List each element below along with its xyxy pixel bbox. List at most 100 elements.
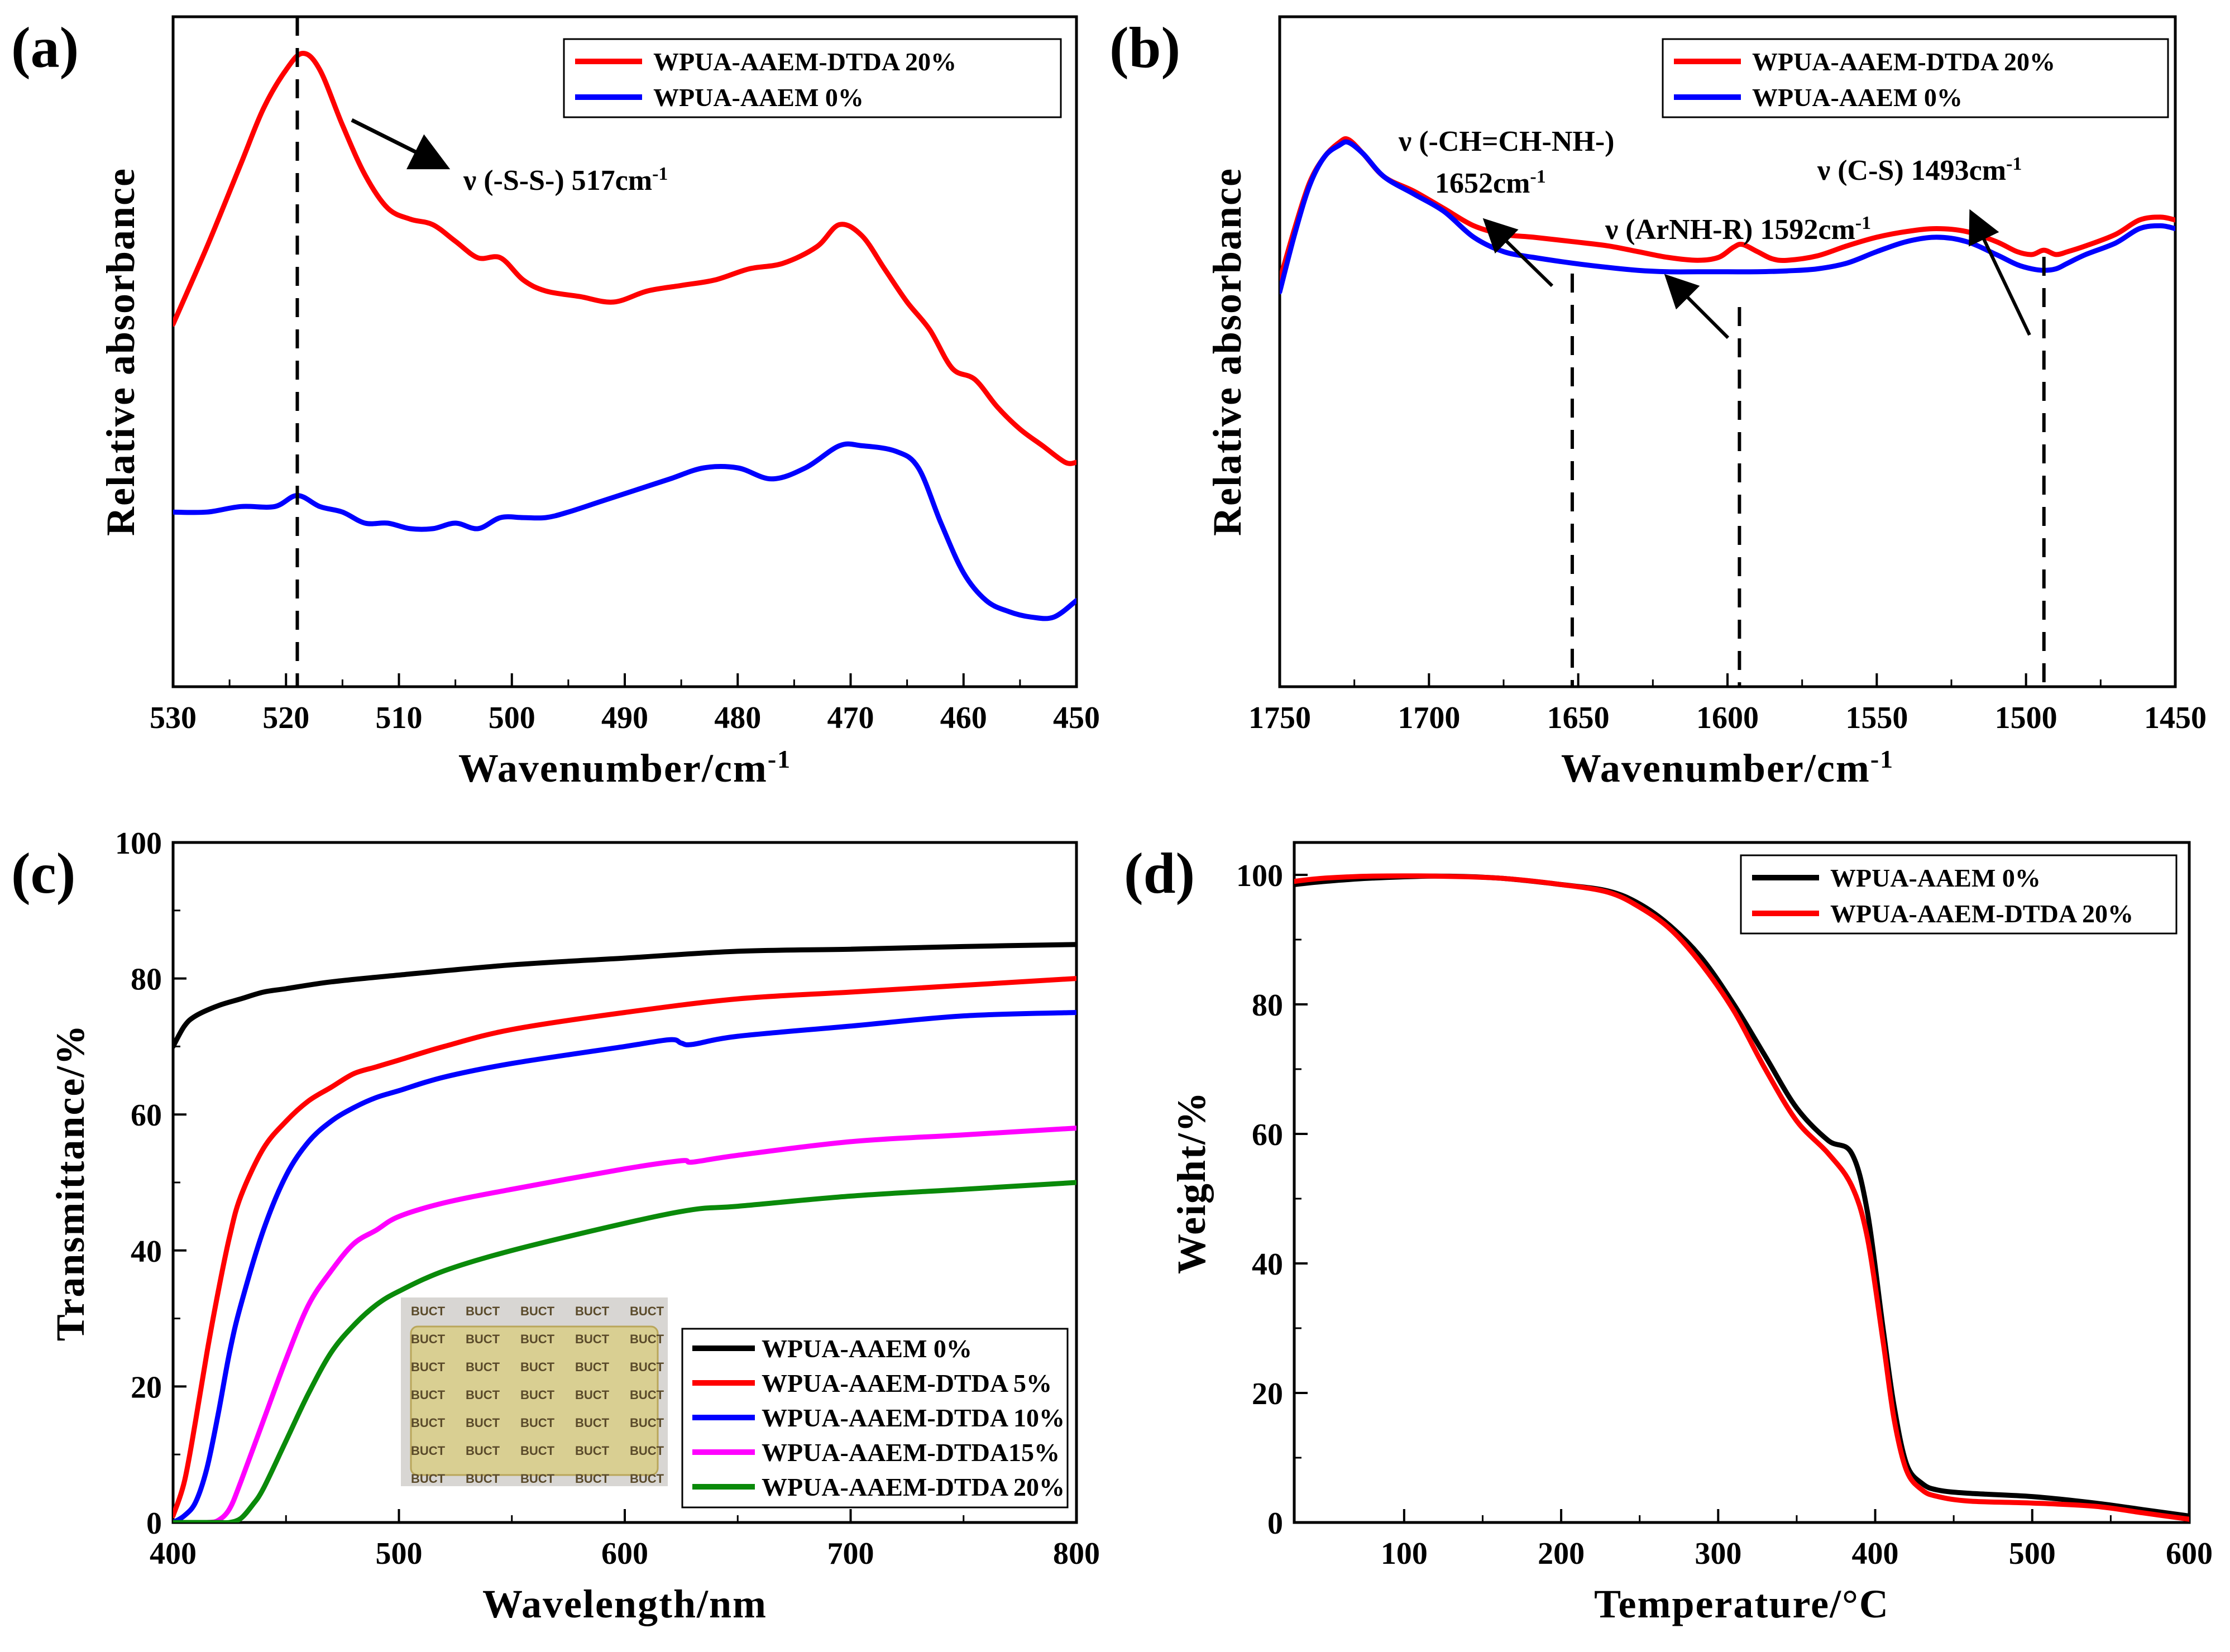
x-axis-label: Temperature/°C <box>1594 1582 1889 1626</box>
photo-watermark-text: BUCT <box>630 1332 664 1346</box>
photo-watermark-text: BUCT <box>575 1332 610 1346</box>
x-tick-label: 700 <box>827 1536 874 1571</box>
series-group <box>173 942 1076 1522</box>
legend-label: WPUA-AAEM-DTDA 10% <box>762 1404 1065 1432</box>
photo-watermark-text: BUCT <box>520 1304 555 1318</box>
y-axis-label: Transmittance/% <box>48 1024 93 1342</box>
annotation-text: ν (-CH=CH-NH-) <box>1398 126 1614 157</box>
x-tick-label: 1650 <box>1547 701 1610 735</box>
panel-c: 400 500 600 700 800 0 20 40 60 80 100 Wavelength/nm… <box>11 826 1100 1626</box>
photo-watermark-text: BUCT <box>520 1416 555 1430</box>
series-line-wpua-aaem-dtda-20- <box>173 51 1076 466</box>
series-line-wpua-aaem-dtda-20- <box>1294 873 2189 1522</box>
panel-label: (b) <box>1109 16 1180 80</box>
x-tick-label: 470 <box>827 701 874 735</box>
y-axis-label: Relative absorbance <box>98 167 143 536</box>
annotation-arrow <box>1482 218 1554 288</box>
panel-label: (a) <box>11 16 79 80</box>
y-tick-label: 40 <box>1252 1247 1283 1282</box>
panel-label: (c) <box>11 841 75 906</box>
x-tick-label: 500 <box>376 1536 423 1571</box>
x-axis-label: Wavenumber/cm-1 <box>1561 745 1894 791</box>
photo-watermark-text: BUCT <box>575 1304 610 1318</box>
legend-label: WPUA-AAEM-DTDA 20% <box>762 1473 1065 1501</box>
x-tick-label: 520 <box>262 701 309 735</box>
y-tick-label: 0 <box>1267 1506 1283 1541</box>
photo-watermark-text: BUCT <box>575 1444 610 1458</box>
series-line-wpua-aaem-dtda-20- <box>1280 136 2175 283</box>
inset-photo: BUCT BUCT BUCT BUCT BUCT BUCT BUCT BUCT BUCT BUCT… <box>401 1297 668 1486</box>
x-tick-label: 450 <box>1053 701 1100 735</box>
series-line-wpua-aaem-dtda-10- <box>173 1010 1076 1522</box>
x-tick-label: 510 <box>376 701 423 735</box>
photo-watermark-text: BUCT <box>575 1472 610 1486</box>
photo-watermark-text: BUCT <box>411 1388 446 1402</box>
y-tick-label: 60 <box>1252 1118 1283 1152</box>
x-axis-label: Wavenumber/cm-1 <box>458 745 791 791</box>
series-line-wpua-aaem-0- <box>1294 873 2189 1519</box>
photo-watermark-text: BUCT <box>630 1444 664 1458</box>
x-tick-label: 530 <box>150 701 197 735</box>
legend-label: WPUA-AAEM-DTDA 20% <box>653 47 956 76</box>
series-group <box>1294 873 2189 1522</box>
photo-watermark-text: BUCT <box>411 1472 446 1486</box>
panel-a: 530 520 510 500 490 480 470 460 450 Wavenumber/cm… <box>11 15 1100 791</box>
x-tick-label: 1500 <box>1995 701 2057 735</box>
photo-watermark-text: BUCT <box>575 1388 610 1402</box>
annotation-arrow <box>1664 274 1730 339</box>
y-tick-label: 40 <box>131 1234 162 1269</box>
x-tick-label: 300 <box>1695 1536 1741 1571</box>
series-group <box>173 51 1076 621</box>
legend-label: WPUA-AAEM 0% <box>762 1334 972 1363</box>
x-tick-label: 500 <box>489 701 535 735</box>
film-sample <box>410 1325 659 1476</box>
photo-watermark-text: BUCT <box>466 1360 500 1374</box>
photo-watermark-text: BUCT <box>466 1332 500 1346</box>
legend-label: WPUA-AAEM-DTDA 20% <box>1752 47 2055 76</box>
photo-watermark-text: BUCT <box>411 1332 446 1346</box>
annotation-arrow <box>351 118 451 170</box>
legend-label: WPUA-AAEM-DTDA 5% <box>762 1369 1052 1397</box>
axes-frame <box>1293 841 2191 1524</box>
x-tick-label: 600 <box>2166 1536 2213 1571</box>
photo-watermark-text: BUCT <box>411 1360 446 1374</box>
series-group <box>1280 136 2175 295</box>
y-tick-label: 80 <box>1252 988 1283 1023</box>
photo-watermark-text: BUCT <box>630 1416 664 1430</box>
x-tick-label: 460 <box>940 701 987 735</box>
y-tick-label: 20 <box>131 1370 162 1405</box>
photo-watermark-text: BUCT <box>466 1416 500 1430</box>
x-tick-label: 1750 <box>1248 701 1311 735</box>
y-tick-label: 80 <box>131 963 162 997</box>
legend-label: WPUA-AAEM 0% <box>1752 83 1963 112</box>
photo-watermark-text: BUCT <box>466 1472 500 1486</box>
panel-label: (d) <box>1124 841 1195 906</box>
series-line-wpua-aaem-dtda15- <box>173 1126 1076 1522</box>
x-tick-label: 500 <box>2009 1536 2056 1571</box>
legend-label: WPUA-AAEM 0% <box>1830 864 2041 892</box>
photo-watermark-text: BUCT <box>575 1416 610 1430</box>
photo-watermark-text: BUCT <box>520 1332 555 1346</box>
x-axis-label: Wavelength/nm <box>482 1582 767 1626</box>
x-tick-label: 600 <box>601 1536 648 1571</box>
legend-label: WPUA-AAEM-DTDA15% <box>762 1438 1060 1467</box>
photo-watermark-text: BUCT <box>520 1388 555 1402</box>
y-axis-label: Weight/% <box>1169 1091 1214 1274</box>
panel-b: 1750 1700 1650 1600 1550 1500 1450 Wavenumber/c… <box>1109 15 2207 791</box>
photo-watermark-text: BUCT <box>411 1444 446 1458</box>
x-tick-label: 200 <box>1538 1536 1585 1571</box>
series-line-wpua-aaem-0- <box>173 441 1076 621</box>
annotation-text: ν (ArNH-R) 1592cm-1 <box>1605 213 1871 246</box>
legend-box <box>563 38 1062 118</box>
legend-label: WPUA-AAEM-DTDA 20% <box>1830 899 2133 928</box>
x-tick-label: 1450 <box>2144 701 2207 735</box>
x-tick-label: 1550 <box>1845 701 1908 735</box>
x-tick-label: 1700 <box>1398 701 1460 735</box>
panel-d: 100 200 300 400 500 600 0 20 40 60 80 100 Temperatur… <box>1124 841 2213 1626</box>
legend-label: WPUA-AAEM 0% <box>653 83 864 112</box>
x-tick-label: 400 <box>150 1536 197 1571</box>
legend-box <box>1740 854 2178 935</box>
x-tick-label: 800 <box>1053 1536 1100 1571</box>
photo-watermark-text: BUCT <box>575 1360 610 1374</box>
